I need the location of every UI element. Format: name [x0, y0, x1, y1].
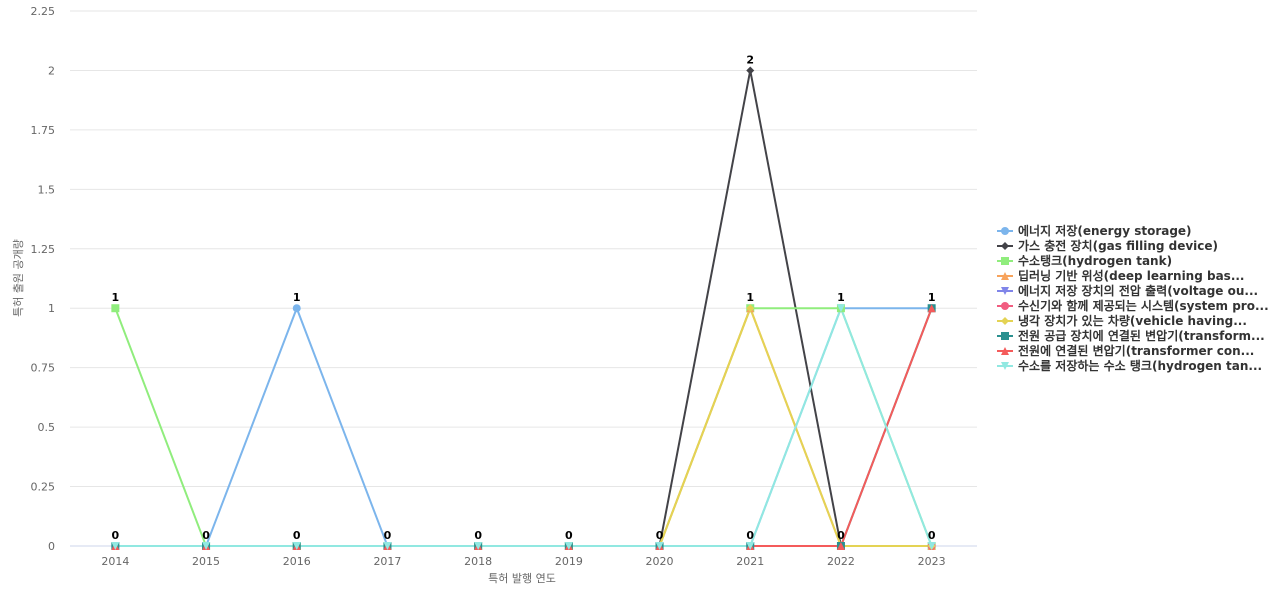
- data-label: 0: [202, 529, 210, 542]
- legend-label[interactable]: 에너지 저장(energy storage): [1018, 223, 1192, 238]
- x-tick-label: 2020: [646, 555, 674, 568]
- data-point: [927, 542, 936, 550]
- x-axis-title: 특허 발행 연도: [488, 572, 556, 585]
- data-point: [202, 542, 211, 550]
- data-point: [746, 66, 755, 75]
- legend-symbol: [1001, 272, 1009, 280]
- legend-label[interactable]: 수소탱크(hydrogen tank): [1018, 254, 1172, 268]
- legend-label[interactable]: 전원에 연결된 변압기(transformer con...: [1018, 343, 1254, 358]
- data-label: 1: [928, 291, 936, 304]
- data-label: 0: [112, 529, 120, 542]
- data-point: [746, 304, 755, 313]
- y-tick-label: 1.5: [38, 183, 56, 196]
- data-point: [564, 542, 573, 550]
- legend-label[interactable]: 에너지 저장 장치의 전압 출력(voltage ou...: [1018, 283, 1258, 298]
- data-point: [927, 304, 936, 313]
- legend-symbol: [1001, 317, 1009, 325]
- legend-symbol: [1001, 332, 1009, 340]
- legend-label[interactable]: 딥러닝 기반 위성(deep learning bas...: [1018, 268, 1245, 283]
- legend-symbol: [1001, 287, 1009, 295]
- data-label: 0: [928, 529, 936, 542]
- y-tick-label: 2.25: [31, 5, 56, 18]
- data-label: 0: [656, 529, 664, 542]
- legend-symbol: [1001, 362, 1009, 370]
- data-label: 0: [837, 529, 845, 542]
- data-point: [655, 542, 664, 550]
- legend-label[interactable]: 전원 공급 장치에 연결된 변압기(transform...: [1018, 328, 1265, 343]
- y-axis-title: 특허 출원 공개량: [12, 239, 25, 317]
- y-tick-label: 0.5: [38, 421, 56, 434]
- legend-label[interactable]: 냉각 장치가 있는 차량(vehicle having...: [1018, 313, 1247, 328]
- legend-label[interactable]: 가스 충전 장치(gas filling device): [1018, 238, 1218, 253]
- x-tick-label: 2019: [555, 555, 583, 568]
- data-label: 0: [293, 529, 301, 542]
- y-tick-label: 0.75: [31, 362, 56, 375]
- data-label: 0: [384, 529, 392, 542]
- y-tick-label: 1: [48, 302, 55, 315]
- y-tick-label: 0.25: [31, 481, 56, 494]
- x-tick-label: 2016: [283, 555, 311, 568]
- x-tick-label: 2021: [736, 555, 764, 568]
- x-tick-label: 2018: [464, 555, 492, 568]
- data-label: 0: [746, 529, 754, 542]
- data-label: 1: [293, 291, 301, 304]
- y-tick-label: 0: [48, 540, 55, 553]
- data-point: [474, 542, 483, 550]
- legend-symbol: [1001, 347, 1009, 355]
- x-tick-label: 2023: [918, 555, 946, 568]
- data-point: [746, 542, 755, 550]
- legend: 에너지 저장(energy storage)가스 충전 장치(gas filli…: [997, 223, 1269, 373]
- data-point: [292, 542, 301, 550]
- data-label: 1: [112, 291, 120, 304]
- legend-label[interactable]: 수소를 저장하는 수소 탱크(hydrogen tan...: [1018, 358, 1262, 373]
- data-label: 0: [474, 529, 482, 542]
- data-point: [111, 542, 120, 550]
- data-label: 1: [746, 291, 754, 304]
- legend-symbol: [1001, 242, 1009, 250]
- y-tick-label: 1.25: [31, 243, 56, 256]
- data-point: [836, 542, 845, 550]
- y-tick-label: 1.75: [31, 124, 56, 137]
- data-label: 1: [837, 291, 845, 304]
- data-point: [292, 304, 301, 313]
- x-tick-label: 2017: [373, 555, 401, 568]
- x-tick-label: 2014: [101, 555, 129, 568]
- series-line: [115, 305, 933, 547]
- legend-symbol: [1001, 227, 1009, 235]
- legend-symbol: [1001, 302, 1009, 310]
- data-point: [111, 304, 120, 313]
- data-point: [836, 304, 845, 313]
- x-tick-label: 2015: [192, 555, 220, 568]
- data-point: [383, 542, 392, 550]
- legend-label[interactable]: 수신기와 함께 제공되는 시스템(system pro...: [1018, 298, 1269, 313]
- data-label: 0: [565, 529, 573, 542]
- x-tick-label: 2022: [827, 555, 855, 568]
- legend-symbol: [1001, 257, 1009, 265]
- data-label: 2: [746, 53, 754, 66]
- y-tick-label: 2: [48, 64, 55, 77]
